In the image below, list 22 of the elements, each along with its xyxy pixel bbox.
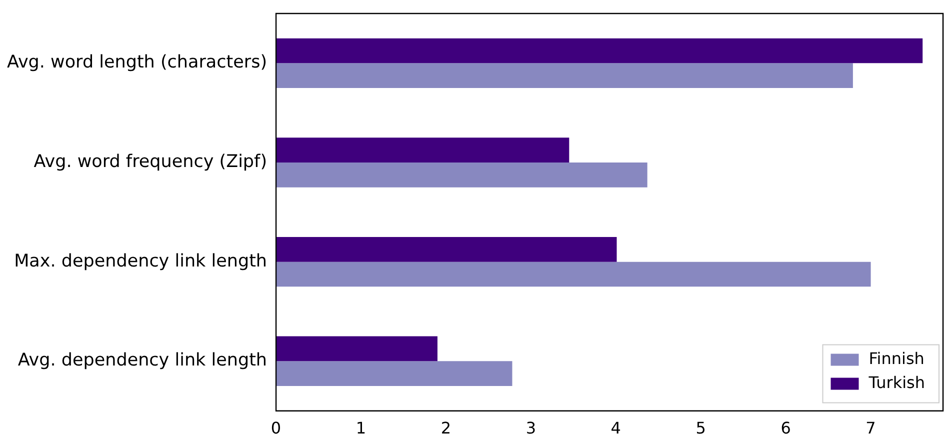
y-tick-label: Max. dependency link length (14, 251, 268, 272)
bar (276, 38, 923, 64)
x-tick-label: 3 (526, 418, 536, 438)
x-tick-label: 4 (610, 418, 621, 438)
bar (276, 63, 853, 88)
legend-label: Turkish (868, 372, 925, 392)
bar (276, 162, 648, 188)
x-tick-label: 1 (356, 418, 366, 438)
x-tick-label: 6 (780, 418, 791, 438)
y-tick-label: Avg. word length (characters) (7, 52, 268, 73)
bar (276, 361, 512, 386)
x-tick-label: 7 (866, 418, 876, 438)
y-tick-label: Avg. dependency link length (18, 350, 268, 371)
bar (276, 138, 570, 162)
bar (276, 262, 871, 287)
y-tick-label: Avg. word frequency (Zipf) (34, 152, 268, 172)
legend-label: Finnish (868, 348, 924, 368)
x-tick-label: 2 (440, 418, 452, 438)
x-tick-label: 0 (270, 418, 282, 438)
x-tick-label: 5 (696, 418, 706, 438)
bar (276, 336, 438, 362)
bar (276, 236, 617, 262)
